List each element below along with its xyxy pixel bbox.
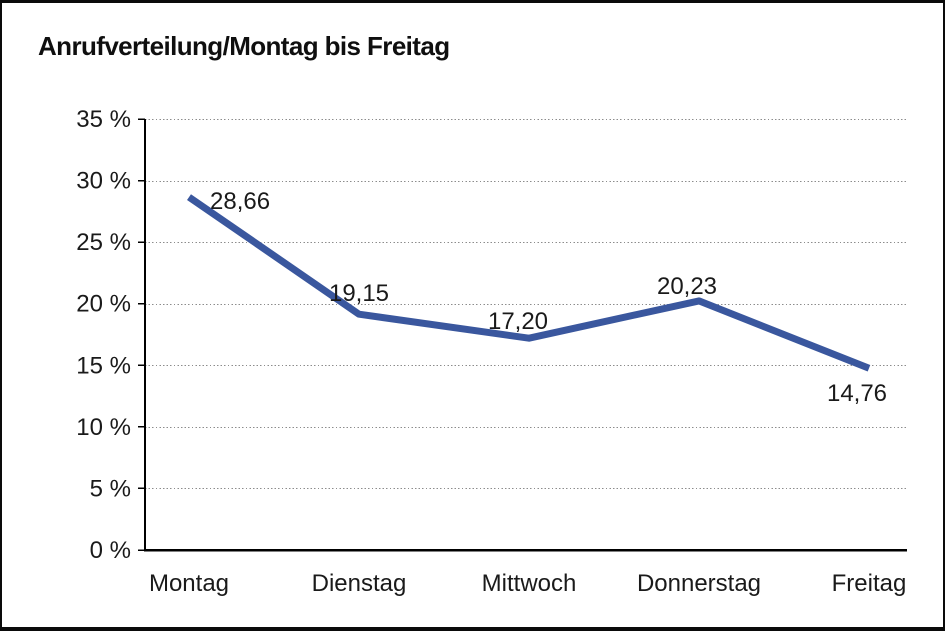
x-axis-label-dienstag: Dienstag	[312, 570, 407, 597]
data-point-label: 14,76	[827, 380, 887, 407]
data-series-line	[187, 194, 871, 372]
x-axis-label-freitag: Freitag	[832, 570, 907, 597]
y-axis-label: 30 %	[76, 168, 131, 195]
data-point-label: 17,20	[488, 308, 548, 335]
x-axis-label-donnerstag: Donnerstag	[637, 570, 761, 597]
y-axis-label: 0 %	[90, 537, 131, 564]
y-axis-label: 10 %	[76, 414, 131, 441]
y-axis-label: 25 %	[76, 229, 131, 256]
data-point-label: 28,66	[210, 188, 270, 215]
data-point-label: 20,23	[657, 273, 717, 300]
y-axis-label: 20 %	[76, 291, 131, 318]
data-point-label: 19,15	[329, 280, 389, 307]
y-axis-label: 35 %	[76, 106, 131, 133]
line-chart: 35 % 30 % 25 % 20 % 15 % 10 % 5 % 0 % Montag Dien…	[76, 106, 907, 597]
y-axis-label: 15 %	[76, 352, 131, 379]
chart-title: Anrufverteilung/Montag bis Freitag	[38, 31, 450, 61]
x-axis-label-mittwoch: Mittwoch	[482, 570, 577, 597]
x-axis-label-montag: Montag	[149, 570, 229, 597]
y-axis-label: 5 %	[90, 475, 131, 502]
